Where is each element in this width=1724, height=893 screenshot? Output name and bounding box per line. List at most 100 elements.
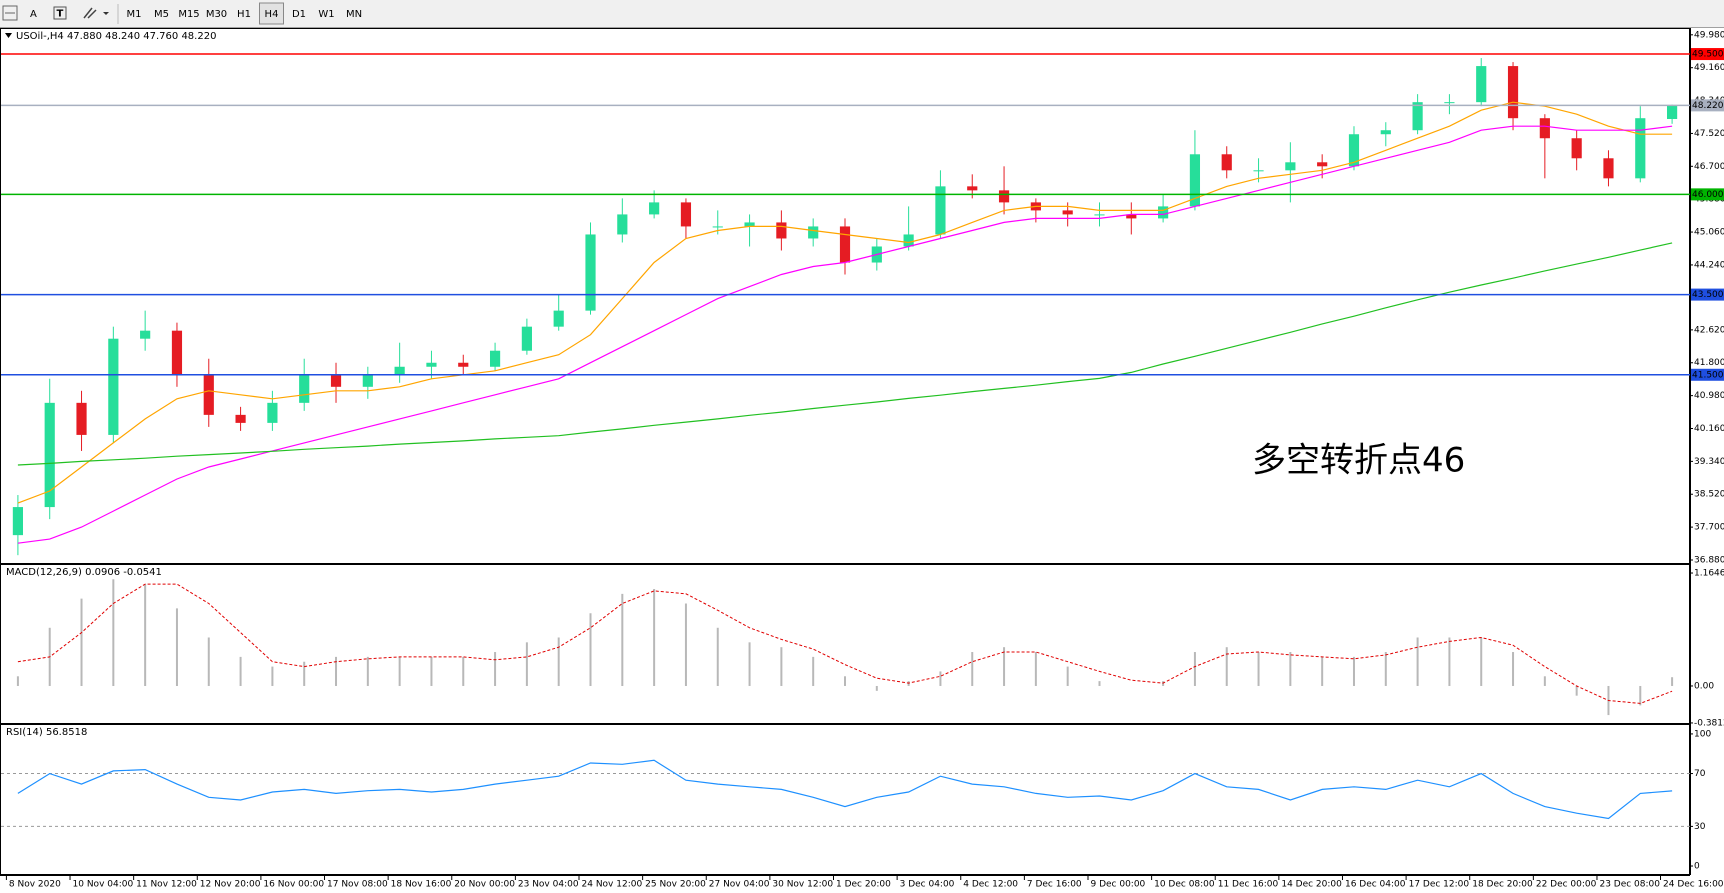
y-tick-label: 0 (1694, 862, 1700, 872)
timeframe-button[interactable]: D1 (292, 9, 306, 20)
timeframe-button[interactable]: W1 (318, 9, 334, 20)
candle-body (140, 330, 151, 339)
panel-frame (0, 28, 1690, 564)
candle-body (553, 310, 564, 327)
x-tick-label: 7 Dec 16:00 (1027, 880, 1082, 890)
candle-body (44, 402, 55, 508)
candle-body (299, 374, 310, 403)
y-tick-label: 40.980 (1694, 391, 1724, 401)
timeframe-button[interactable]: H1 (237, 9, 251, 20)
x-tick-label: 24 Nov 12:00 (582, 880, 643, 890)
x-tick-label: 4 Dec 12:00 (963, 880, 1018, 890)
x-tick-label: 12 Nov 20:00 (200, 880, 261, 890)
candle-body (76, 402, 87, 435)
timeframe-button[interactable]: H4 (265, 9, 279, 20)
candle-body (1412, 102, 1423, 131)
annotation: 多空转折点46 (1252, 441, 1465, 481)
x-tick-label: 24 Dec 16:00 (1663, 880, 1724, 890)
candle-body (839, 226, 851, 263)
active-button (259, 2, 284, 25)
candle-body (1126, 214, 1137, 219)
timeframe-button[interactable]: M15 (178, 9, 199, 20)
candle-body (458, 362, 469, 367)
signal-line (17, 583, 1673, 704)
y-tick-label: 39.340 (1694, 457, 1724, 467)
x-tick-label: 3 Dec 04:00 (900, 880, 955, 890)
candle-body (1444, 102, 1455, 104)
timeframe-button[interactable]: MN (346, 9, 362, 20)
x-tick-label: 18 Dec 20:00 (1472, 880, 1533, 890)
x-tick-label: 17 Nov 08:00 (327, 880, 388, 890)
candle-body (426, 362, 437, 367)
candle-body (1667, 105, 1678, 119)
cursor-icon[interactable] (2, 5, 18, 21)
moving-average (17, 101, 1673, 504)
toolbar (0, 0, 1724, 28)
candle-body (330, 374, 342, 387)
x-tick-label: 17 Dec 12:00 (1409, 880, 1470, 890)
candle-body (1158, 206, 1169, 219)
timeframe-button[interactable]: M1 (127, 9, 142, 20)
candle-body (171, 330, 183, 375)
timeframes: M1 M5 M15 M30 H1 H4 D1 W1 MN (127, 2, 362, 25)
x-tick-label: 16 Dec 04:00 (1345, 880, 1406, 890)
y-tick-label: 41.800 (1694, 358, 1724, 368)
candle-body (649, 202, 660, 215)
candle-body (1539, 118, 1550, 139)
candle-body (1317, 162, 1328, 167)
shapes-tool[interactable] (83, 7, 109, 19)
candle-body (1348, 134, 1360, 167)
x-tick-label: 22 Dec 00:00 (1536, 880, 1597, 890)
candle-body (776, 222, 787, 239)
x-tick-label: 8 Nov 2020 (9, 880, 61, 890)
candle-body (808, 226, 819, 239)
candle-body (203, 374, 214, 415)
timeframe-button[interactable]: M5 (154, 9, 169, 20)
candle-body (235, 414, 246, 423)
y-tick-label: 49.160 (1694, 63, 1724, 73)
x-tick-label: 27 Nov 04:00 (709, 880, 770, 890)
text-tool[interactable]: A (30, 9, 37, 20)
icon-arrow (103, 12, 109, 15)
candle-body (489, 350, 501, 367)
x-tick-label: 9 Dec 00:00 (1090, 880, 1145, 890)
panel-title: USOil-,H4 47.880 48.240 47.760 48.220 (16, 31, 216, 42)
panel-frame (0, 564, 1690, 724)
candle-body (585, 234, 596, 311)
y-tick-label: -0.3812 (1694, 718, 1724, 728)
x-tick-label: 16 Nov 00:00 (263, 880, 324, 890)
candle-body (967, 186, 978, 191)
candle-body (362, 374, 373, 387)
y-tick-label: 1.1646 (1694, 569, 1724, 579)
x-tick-label: 20 Nov 00:00 (454, 880, 515, 890)
label-tool[interactable]: T (53, 6, 67, 20)
panel-title: RSI(14) 56.8518 (6, 727, 87, 738)
x-tick-label: 25 Nov 20:00 (645, 880, 706, 890)
y-tick-label: 70 (1694, 769, 1706, 779)
candle-body (1285, 162, 1296, 171)
x-tick-label: 14 Dec 20:00 (1281, 880, 1342, 890)
candle-body (744, 222, 755, 227)
candle-body (1094, 214, 1105, 216)
y-tick-label: 44.240 (1694, 260, 1724, 270)
x-tick-label: 11 Nov 12:00 (136, 880, 197, 890)
y-tick-label: 100 (1694, 729, 1711, 739)
level-label: 49.500 (1692, 50, 1724, 60)
x-tick-label: 23 Nov 04:00 (518, 880, 579, 890)
timeframe-button[interactable]: M30 (206, 9, 227, 20)
candle-body (712, 226, 723, 228)
candle-body (998, 190, 1010, 203)
y-tick-label: 30 (1694, 822, 1706, 832)
level-label: 48.220 (1692, 101, 1724, 111)
x-tick-label: 30 Nov 12:00 (772, 880, 833, 890)
y-tick-label: 36.880 (1694, 555, 1724, 565)
candle-body (1507, 66, 1519, 119)
level-label-box (1690, 288, 1724, 301)
y-tick-label: 37.700 (1694, 523, 1724, 533)
candle-body (108, 338, 119, 435)
candle-body (680, 202, 692, 227)
candle-body (1476, 66, 1487, 103)
candle-body (1603, 158, 1614, 179)
